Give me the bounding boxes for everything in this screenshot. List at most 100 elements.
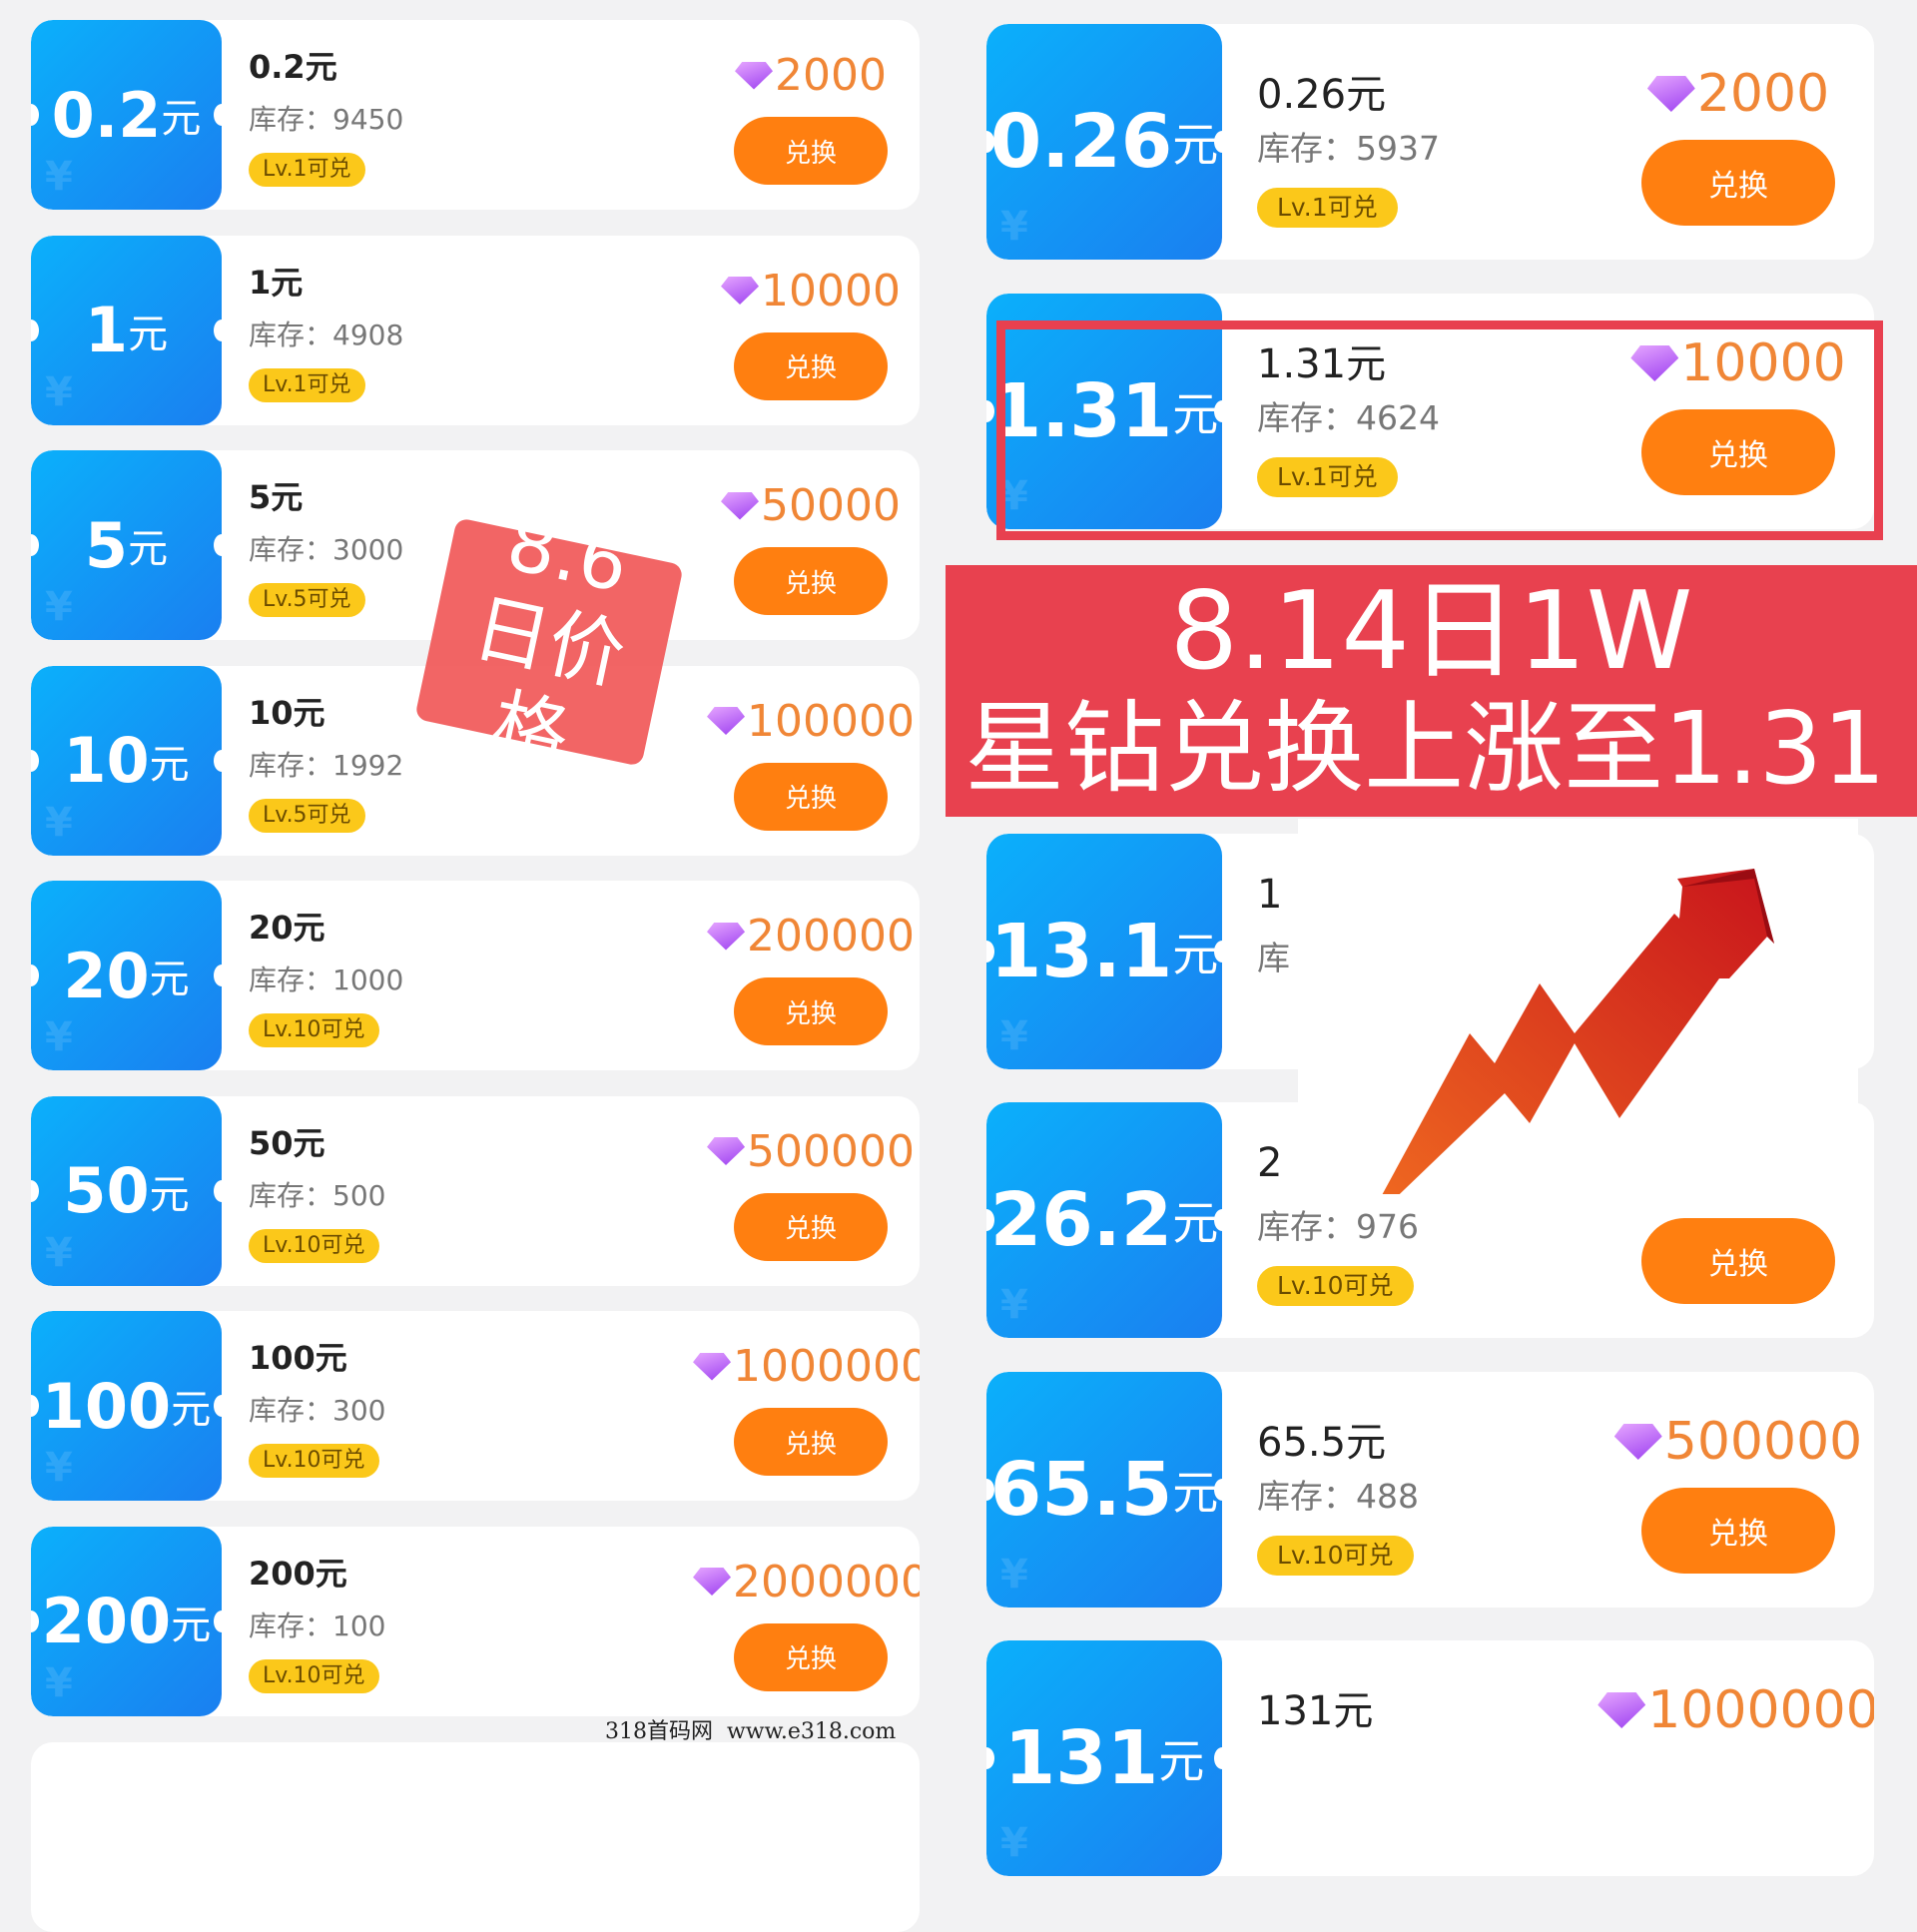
price-value: 500000 (747, 1125, 915, 1177)
exchange-card: ¥131 元 131元 1000000 (986, 1640, 1874, 1876)
stock-count: 库存：1000 (249, 964, 404, 996)
stock-count: 库存：5937 (1257, 129, 1440, 168)
diamond-icon (693, 1352, 732, 1381)
stock-count: 库存：500 (249, 1178, 386, 1212)
exchange-card (31, 1742, 920, 1932)
banner-line-1: 8.14日1W (1169, 569, 1693, 694)
exchange-card: ¥200 元 200元 库存：100 Lv.10可兑 2000000 兑换 (31, 1526, 920, 1716)
price-value: 200000 (747, 911, 915, 962)
stub-unit: 元 (128, 526, 169, 572)
price-value: 1000000 (733, 1341, 920, 1392)
diamond-price: 2000 (1646, 64, 1829, 124)
item-title: 0.2元 (249, 48, 337, 86)
exchange-card: ¥100 元 100元 库存：300 Lv.10可兑 1000000 兑换 (31, 1311, 920, 1501)
item-title: 131元 (1257, 1688, 1374, 1734)
rising-arrow-icon (1382, 869, 1774, 1194)
amount-stub: ¥10 元 (31, 665, 230, 856)
stub-amount: 0.26 (989, 99, 1173, 185)
amount-stub: ¥65.5 元 (986, 1372, 1230, 1608)
stub-amount: 20 (63, 939, 150, 1012)
stub-unit: 元 (171, 1387, 212, 1433)
amount-stub: ¥50 元 (31, 1095, 230, 1286)
stub-unit: 元 (149, 957, 190, 1002)
highlight-box (996, 321, 1883, 540)
exchange-button[interactable]: 兑换 (1641, 409, 1835, 495)
amount-stub: ¥0.2 元 (31, 20, 230, 210)
item-title: 200元 (249, 1554, 347, 1593)
diamond-price: 2000000 (693, 1557, 920, 1608)
exchange-card: ¥10 元 10元 库存：1992 Lv.5可兑 100000 兑换 (31, 665, 920, 856)
yen-bag-icon: ¥ (45, 154, 73, 200)
exchange-button[interactable]: 兑换 (1641, 1218, 1835, 1304)
stock-count: 库存：3000 (249, 533, 404, 566)
stub-amount: 26.2 (989, 1177, 1173, 1263)
stock-count: 库存：4624 (1257, 398, 1440, 437)
yen-bag-icon: ¥ (1000, 1013, 1028, 1059)
exchange-button[interactable]: 兑换 (734, 547, 888, 615)
diamond-icon (1598, 1692, 1646, 1728)
stub-amount: 50 (63, 1154, 150, 1227)
level-badge: Lv.1可兑 (249, 153, 365, 187)
stub-amount: 0.2 (51, 78, 162, 152)
item-title: 20元 (249, 909, 325, 947)
exchange-button[interactable]: 兑换 (734, 977, 888, 1045)
level-badge: Lv.5可兑 (249, 583, 365, 617)
item-title: 65.5元 (1257, 1420, 1387, 1466)
diamond-price: 1000000 (1598, 1680, 1874, 1740)
yen-bag-icon: ¥ (1000, 1552, 1028, 1598)
exchange-button[interactable]: 兑换 (734, 331, 888, 400)
yen-bag-icon: ¥ (45, 584, 73, 630)
stock-count: 库存：100 (249, 1609, 386, 1642)
amount-stub: ¥0.26 元 (986, 24, 1230, 260)
yen-bag-icon: ¥ (1000, 1282, 1028, 1328)
stock-count: 库存：1992 (249, 748, 404, 782)
item-title: 1 (1257, 872, 1283, 918)
yen-bag-icon: ¥ (45, 1659, 73, 1706)
level-badge: Lv.10可兑 (249, 1228, 379, 1263)
exchange-button[interactable]: 兑换 (1641, 140, 1835, 226)
stock-count: 库 (1257, 939, 1290, 977)
stub-unit: 元 (1158, 1734, 1205, 1788)
diamond-icon (707, 1137, 746, 1165)
stub-unit: 元 (1172, 1196, 1219, 1250)
exchange-card: ¥0.26 元 0.26元 库存：5937 Lv.1可兑 2000 兑换 (986, 24, 1874, 260)
stub-amount: 5 (84, 508, 129, 582)
exchange-card: ¥50 元 50元库存：500 Lv.10可兑 500000 兑换 (31, 1095, 920, 1286)
price-value: 2000000 (733, 1556, 920, 1608)
level-badge: Lv.10可兑 (249, 1658, 379, 1693)
yen-bag-icon: ¥ (45, 1229, 73, 1276)
stub-unit: 元 (161, 96, 202, 142)
price-date-stamp: 8.6日价格 (414, 497, 684, 781)
level-badge: Lv.1可兑 (1257, 457, 1398, 497)
site-watermark: 318首码网 www.e318.com (605, 1719, 897, 1744)
level-badge: Lv.10可兑 (1257, 1536, 1414, 1576)
exchange-button[interactable]: 兑换 (1641, 1488, 1835, 1574)
item-title: 1.31元 (1257, 341, 1387, 387)
stock-count: 库存：488 (1257, 1477, 1419, 1516)
exchange-card: ¥1 元 1元 库存：4908 Lv.1可兑 10000 兑换 (31, 235, 920, 425)
price-value: 10000 (761, 265, 901, 317)
item-title: 50元 (249, 1123, 325, 1162)
diamond-price: 2000 (735, 50, 887, 101)
exchange-button[interactable]: 兑换 (734, 762, 888, 831)
item-title: 0.26元 (1257, 72, 1387, 118)
amount-stub: ¥20 元 (31, 881, 230, 1070)
exchange-button[interactable]: 兑换 (734, 1622, 888, 1691)
level-badge: Lv.5可兑 (249, 798, 365, 833)
diamond-icon (721, 277, 760, 305)
stock-count: 库存：4908 (249, 318, 404, 351)
yen-bag-icon: ¥ (1000, 1820, 1028, 1866)
stub-amount: 1 (84, 294, 129, 366)
exchange-button[interactable]: 兑换 (734, 117, 888, 185)
exchange-button[interactable]: 兑换 (734, 1192, 888, 1261)
diamond-icon (1613, 1424, 1662, 1460)
amount-stub: ¥1 元 (31, 235, 230, 425)
exchange-button[interactable]: 兑换 (734, 1408, 888, 1476)
diamond-icon (721, 491, 760, 520)
stub-unit: 元 (1172, 928, 1219, 981)
price-rise-banner: 8.14日1W 星钻兑换上涨至1.31 (946, 565, 1917, 817)
stub-amount: 1.31 (989, 368, 1173, 454)
price-value: 500000 (1663, 1412, 1863, 1472)
stock-count: 库存：9450 (249, 103, 404, 136)
stub-amount: 10 (63, 724, 150, 797)
